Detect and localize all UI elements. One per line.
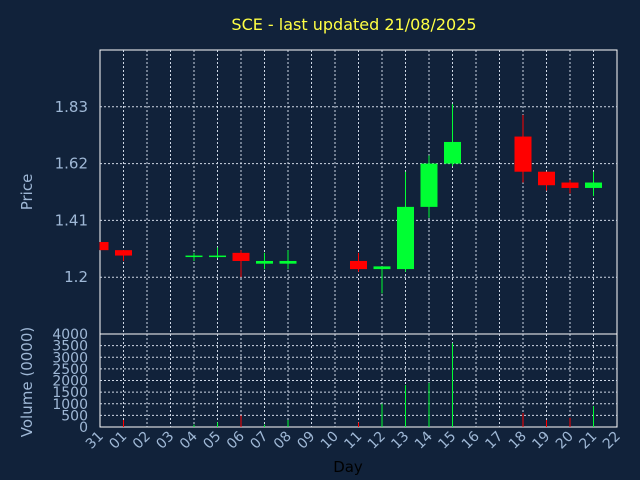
x-tick-label: 09 [294, 429, 318, 453]
candle-body [585, 182, 602, 188]
x-tick-label: 12 [365, 429, 389, 453]
candle-body [256, 260, 273, 264]
candle-body [209, 255, 226, 258]
volume-tick-label: 3000 [52, 350, 88, 366]
price-tick-label: 1.83 [55, 98, 88, 116]
volume-tick-label: 3500 [52, 339, 88, 355]
price-tick-labels: 1.2 1.41 1.62 1.83 [55, 98, 88, 286]
candle-body [350, 260, 367, 270]
price-tick-label: 1.62 [55, 155, 88, 173]
x-tick-label: 13 [388, 429, 412, 453]
candle-body [561, 182, 579, 188]
volume-tick-label: 4000 [52, 327, 88, 343]
volume-tick-label: 1000 [52, 397, 88, 413]
volume-tick-label: 0 [79, 420, 88, 436]
x-tick-label: 06 [224, 428, 248, 452]
x-tick-label: 04 [177, 428, 201, 452]
x-tick-label: 19 [529, 429, 553, 453]
volume-tick-label: 2500 [52, 362, 88, 378]
volume-tick-label: 1500 [52, 385, 88, 401]
x-tick-label: 15 [435, 429, 459, 453]
candle-body [444, 141, 461, 164]
volume-tick-label: 2000 [52, 374, 88, 390]
candle-body [397, 206, 414, 270]
x-tick-label: 21 [576, 429, 600, 453]
chart-title: SCE - last updated 21/08/2025 [231, 15, 476, 34]
candle-body [373, 266, 391, 270]
candle-body [185, 255, 203, 258]
volume-tick-label: 500 [61, 408, 88, 424]
x-tick-label: 22 [600, 429, 624, 453]
price-axis-label: Price [18, 174, 36, 211]
x-tick-label: 17 [482, 429, 506, 453]
price-tick-label: 1.2 [64, 268, 88, 286]
x-tick-label: 01 [106, 429, 130, 453]
x-axis-label: Day [333, 458, 363, 476]
candle-body [514, 136, 532, 172]
candle-body [279, 260, 297, 264]
volume-grid [100, 334, 617, 427]
x-tick-labels: 31 01 02 03 04 05 06 07 08 09 10 11 12 13 14 15 16 17 18 19… [83, 428, 624, 452]
x-tick-label: 02 [130, 429, 154, 453]
x-tick-label: 14 [412, 428, 436, 452]
price-tick-label: 1.41 [55, 211, 88, 229]
x-tick-label: 08 [271, 429, 295, 453]
candle-body [115, 250, 132, 256]
x-tick-label: 16 [459, 428, 483, 452]
volume-bars-group [123, 343, 594, 427]
x-tick-label: 18 [506, 429, 530, 453]
candle-body [420, 163, 438, 207]
volume-axis-label: Volume (0000) [18, 327, 36, 437]
x-tick-label: 05 [200, 429, 224, 453]
x-tick-label: 10 [318, 429, 342, 453]
x-tick-label: 07 [247, 429, 271, 453]
x-tick-label: 20 [553, 429, 577, 453]
x-tick-label: 11 [341, 429, 365, 453]
candle-body [538, 171, 555, 186]
candle-body [232, 252, 250, 261]
candles-group [99, 104, 602, 294]
x-tick-label: 03 [153, 429, 177, 453]
price-grid [100, 50, 617, 334]
candle-body [100, 242, 109, 251]
